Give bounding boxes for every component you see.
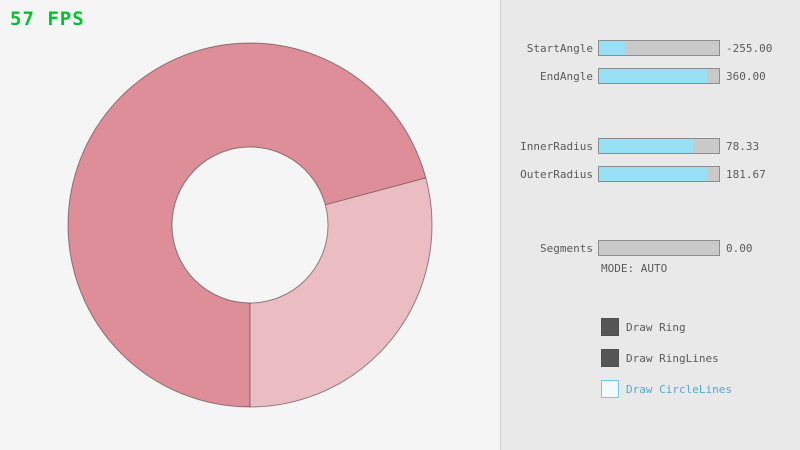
checkbox-draw-circlelines-box [601, 380, 619, 398]
slider-startangle-fill [599, 41, 626, 55]
checkbox-draw-circlelines-label: Draw CircleLines [626, 382, 732, 396]
slider-label-segments: Segments [540, 241, 593, 255]
slider-row-outerradius: OuterRadius 181.67 [501, 166, 800, 182]
slider-segments[interactable] [598, 240, 720, 256]
checkbox-draw-ring[interactable]: Draw Ring [601, 318, 686, 336]
slider-label-startangle: StartAngle [526, 41, 593, 55]
slider-value-startangle: -255.00 [726, 41, 773, 55]
slider-value-innerradius: 78.33 [726, 139, 760, 153]
slider-row-startangle: StartAngle -255.00 [501, 40, 800, 56]
slider-value-segments: 0.00 [726, 241, 753, 255]
ring-outline-inner [171, 146, 329, 304]
checkbox-draw-circlelines[interactable]: Draw CircleLines [601, 380, 732, 398]
checkbox-draw-ringlines[interactable]: Draw RingLines [601, 349, 719, 367]
checkbox-draw-ringlines-label: Draw RingLines [626, 351, 719, 365]
slider-row-segments: Segments 0.00 [501, 240, 800, 256]
slider-label-innerradius: InnerRadius [520, 139, 593, 153]
slider-innerradius-fill [599, 139, 693, 153]
slider-value-endangle: 360.00 [726, 69, 766, 83]
slider-innerradius[interactable] [598, 138, 720, 154]
ring-radial-line-right [325, 177, 426, 206]
fps-counter: 57 FPS [10, 8, 85, 30]
slider-label-outerradius: OuterRadius [520, 167, 593, 181]
checkbox-draw-ring-box [601, 318, 619, 336]
slider-label-endangle: EndAngle [540, 69, 593, 83]
slider-value-outerradius: 181.67 [726, 167, 766, 181]
ring-canvas [67, 42, 433, 408]
slider-endangle[interactable] [598, 68, 720, 84]
mode-label: MODE: AUTO [601, 262, 668, 275]
slider-endangle-fill [599, 69, 707, 83]
slider-outerradius-fill [599, 167, 708, 181]
slider-row-innerradius: InnerRadius 78.33 [501, 138, 800, 154]
checkbox-draw-ringlines-box [601, 349, 619, 367]
slider-startangle[interactable] [598, 40, 720, 56]
ring-outline-outer [67, 42, 433, 408]
checkbox-draw-ring-label: Draw Ring [626, 320, 686, 334]
slider-outerradius[interactable] [598, 166, 720, 182]
ring-shape-light [250, 177, 433, 407]
slider-row-endangle: EndAngle 360.00 [501, 68, 800, 84]
control-panel: StartAngle -255.00 EndAngle 360.00 Inner… [500, 0, 800, 450]
